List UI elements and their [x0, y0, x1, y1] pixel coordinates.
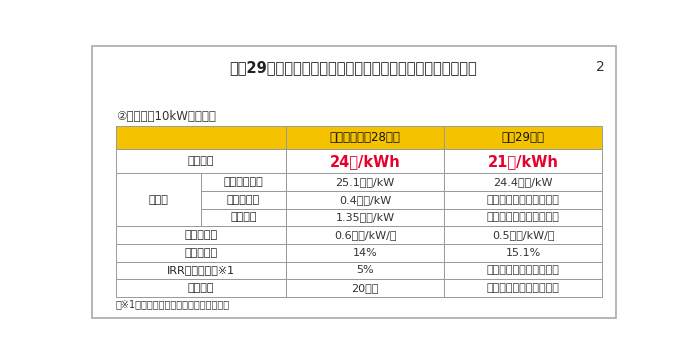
Bar	[286, 126, 444, 149]
Bar	[444, 173, 602, 191]
Bar	[444, 208, 602, 226]
Text: 24.4万円/kW: 24.4万円/kW	[493, 177, 553, 187]
Text: 24円/kWh: 24円/kWh	[330, 154, 400, 169]
Bar	[286, 244, 444, 261]
Bar	[286, 191, 444, 208]
Text: 平成29年度: 平成29年度	[502, 131, 544, 144]
Bar	[116, 226, 286, 244]
Text: 今年度の前提を据え置き: 今年度の前提を据え置き	[486, 265, 560, 275]
Bar	[444, 244, 602, 261]
Text: 0.5万円/kW/年: 0.5万円/kW/年	[492, 230, 555, 240]
Text: 15.1%: 15.1%	[506, 248, 541, 258]
Text: 資本費: 資本費	[148, 195, 168, 205]
Bar	[116, 149, 286, 173]
Text: （※1）法人税等の税引前の内部収益率。: （※1）法人税等の税引前の内部収益率。	[116, 300, 230, 310]
Bar	[444, 149, 602, 173]
Bar	[444, 126, 602, 149]
Text: 今年度の前提を据え置き: 今年度の前提を据え置き	[486, 195, 560, 205]
Text: 調達価格: 調達価格	[188, 156, 214, 166]
Bar	[444, 191, 602, 208]
Bar	[201, 208, 286, 226]
Text: 2: 2	[596, 60, 605, 74]
Bar	[286, 149, 444, 173]
Text: （参考）平成28年度: （参考）平成28年度	[330, 131, 400, 144]
Text: 20年間: 20年間	[351, 283, 379, 293]
Text: 21円/kWh: 21円/kWh	[488, 154, 559, 169]
Text: 土地造成費: 土地造成費	[227, 195, 260, 205]
Text: ②太陽光（10kW以上）：: ②太陽光（10kW以上）：	[116, 110, 215, 123]
Text: 0.6万円/kW/年: 0.6万円/kW/年	[334, 230, 396, 240]
Text: 調達期間: 調達期間	[188, 283, 214, 293]
Bar	[116, 279, 286, 297]
Text: 1.35万円/kW: 1.35万円/kW	[335, 212, 395, 222]
Text: 接続費用: 接続費用	[230, 212, 257, 222]
Bar	[286, 226, 444, 244]
Text: 運転維持費: 運転維持費	[184, 230, 217, 240]
Bar	[286, 261, 444, 279]
Text: 14%: 14%	[353, 248, 377, 258]
Bar	[116, 261, 286, 279]
Bar	[201, 191, 286, 208]
Text: 0.4万円/kW: 0.4万円/kW	[339, 195, 391, 205]
Bar	[286, 208, 444, 226]
Text: 25.1万円/kW: 25.1万円/kW	[335, 177, 395, 187]
Bar	[116, 126, 286, 149]
Bar	[444, 279, 602, 297]
Bar	[286, 173, 444, 191]
Text: システム費用: システム費用	[224, 177, 264, 187]
Text: IRR（税引前）※1: IRR（税引前）※1	[167, 265, 235, 275]
Text: 今年度の前提を据え置き: 今年度の前提を据え置き	[486, 212, 560, 222]
Text: 平成29年度以降の調達価格及び調達期間についての委員長案: 平成29年度以降の調達価格及び調達期間についての委員長案	[230, 60, 477, 75]
Bar	[201, 173, 286, 191]
Bar	[444, 226, 602, 244]
Bar	[116, 173, 201, 226]
Text: 設備利用率: 設備利用率	[184, 248, 217, 258]
Bar	[116, 244, 286, 261]
Text: 今年度の期間を据え置き: 今年度の期間を据え置き	[486, 283, 560, 293]
Text: 5%: 5%	[356, 265, 374, 275]
Bar	[444, 261, 602, 279]
Bar	[286, 279, 444, 297]
